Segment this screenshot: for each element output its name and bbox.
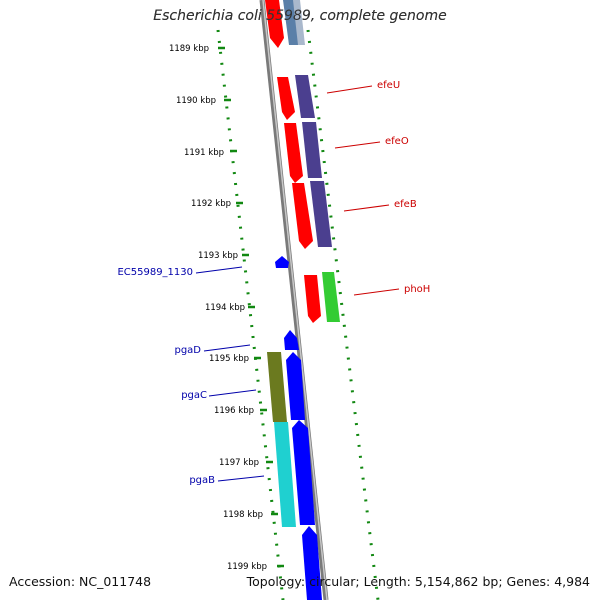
outer-dotted-track [306,29,380,600]
scale-label-1191: 1191 kbp [184,148,224,158]
gene-efeO [302,122,322,178]
gene-efeU [295,75,315,118]
gene-efeB [310,181,332,247]
inner-dotted-track [216,29,285,600]
label-pgaD: pgaD [174,345,201,356]
label-efeU: efeU [377,80,400,91]
label-pgaB: pgaB [189,475,215,486]
genome-backbone-highlight [262,0,328,600]
scale-label-1196: 1196 kbp [214,406,254,416]
gene-top-red [265,0,284,48]
scale-label-1199: 1199 kbp [227,562,267,572]
gene-efeB-red [292,183,313,249]
gene-pgaB [274,422,296,527]
scale-label-1190: 1190 kbp [176,96,216,106]
genome-title-overlay: Escherichia coli 55989, complete genome [153,8,447,24]
gene-features [265,0,340,600]
accession-text: Accession: NC_011748 [9,574,152,589]
gene-ec1130 [275,256,289,268]
gene-efeO-red [284,123,303,183]
gene-pgaC [267,352,287,422]
gene-efeU-red [277,77,295,120]
scale-label-1195: 1195 kbp [209,354,249,364]
scale-label-1189: 1189 kbp [169,44,209,54]
scale-label-1193: 1193 kbp [198,251,238,261]
gene-bottom-blue [302,526,322,600]
gene-pgaC-blue [286,352,305,420]
genome-summary-text: Topology: circular; Length: 5,154,862 bp… [246,574,590,589]
label-efeB: efeB [394,199,417,210]
gene-top-gray [293,0,305,45]
gene-phoH-red [304,275,321,323]
scale-labels: 1189 kbp 1190 kbp 1191 kbp 1192 kbp 1193… [169,44,267,572]
scale-label-1198: 1198 kbp [223,510,263,520]
scale-label-1192: 1192 kbp [191,199,231,209]
gene-leaders [195,85,400,482]
gene-labels: efeU efeO efeB phoH EC55989_1130 pgaD pg… [117,80,430,486]
label-pgaC: pgaC [181,390,207,401]
genome-backbone [259,0,329,600]
gene-pgaB-blue [292,420,315,525]
scale-ticks [218,46,284,568]
scale-label-1197: 1197 kbp [219,458,259,468]
scale-label-1194: 1194 kbp [205,303,245,313]
gene-phoH [322,272,340,322]
label-phoH: phoH [404,284,430,295]
label-efeO: efeO [385,136,409,147]
gene-pgaD [284,330,299,350]
label-ec1130: EC55989_1130 [117,267,193,278]
